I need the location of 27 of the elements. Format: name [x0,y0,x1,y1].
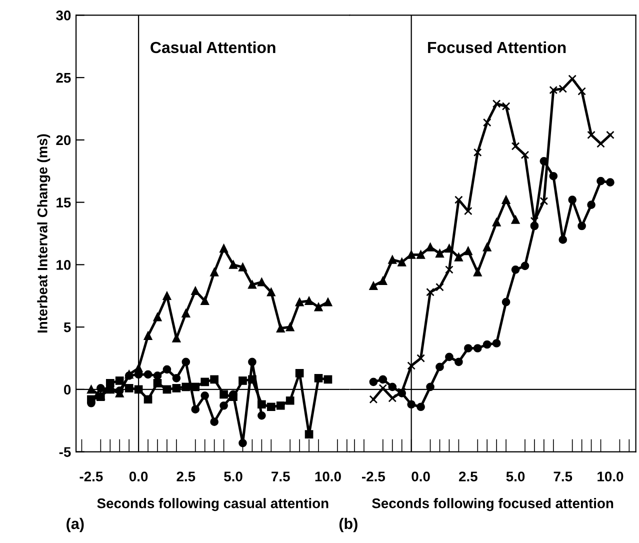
x-tick-label: 2.5 [458,472,478,482]
x-tick-label: 0.0 [129,472,148,482]
y-tick-label: 30 [56,10,71,20]
x-axis-title: Seconds following focused attention [372,498,614,512]
x-tick-label: 10.0 [315,472,341,482]
text: (a) [66,518,84,532]
x-tick-label: -2.5 [80,472,103,482]
x-tick-label: 7.5 [272,472,290,482]
y-tick-label: -5 [59,447,71,457]
y-tick-label: 15 [56,198,71,208]
text: (b) [339,518,358,532]
x-axis-title: Seconds following casual attention [97,498,328,512]
x-tick-label: 7.5 [554,472,572,482]
y-tick-label: 20 [56,135,71,146]
y-axis-title: Interbeat Interval Change (ms) [37,134,50,332]
y-tick-label: 10 [56,260,71,270]
text: Focused Attention [428,41,566,54]
x-tick-label: 5.0 [506,472,525,482]
y-tick-label: 0 [64,384,71,395]
text: Casual Attention [150,41,276,54]
x-tick-label: 10.0 [598,472,624,482]
x-tick-label: 2.5 [176,472,196,482]
y-tick-label: 5 [64,322,71,332]
x-tick-label: 0.0 [412,472,430,482]
x-tick-label: 5.0 [224,472,242,482]
x-tick-label: -2.5 [362,472,386,482]
y-tick-label: 25 [56,72,71,83]
